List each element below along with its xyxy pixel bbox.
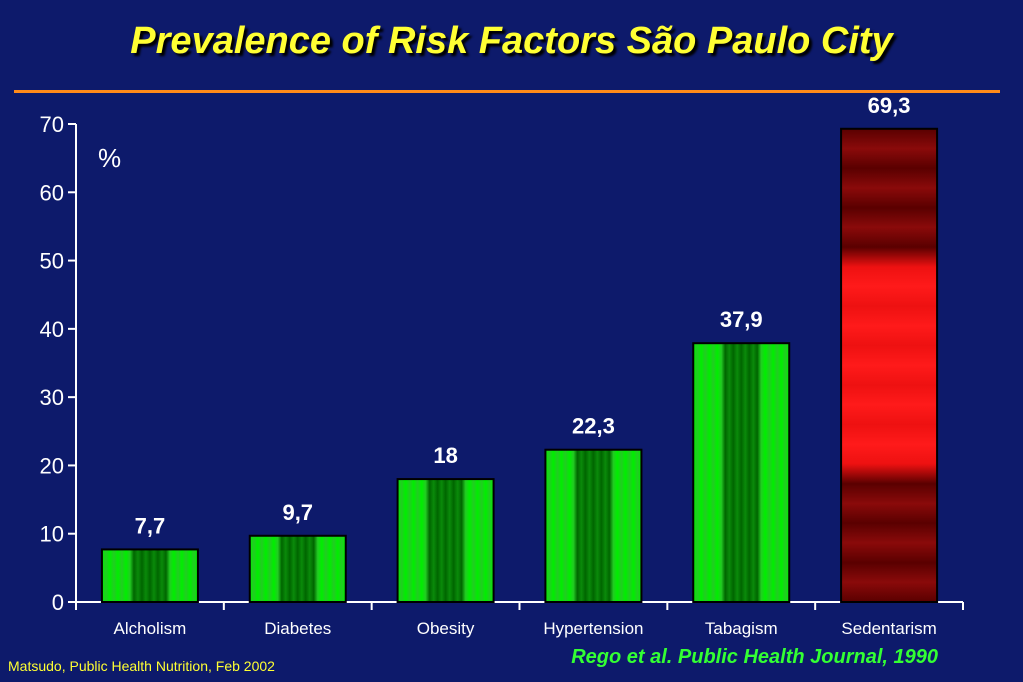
y-tick-label: 20 <box>40 453 64 478</box>
category-label-tabagism: Tabagism <box>705 619 778 638</box>
footer-source-right: Rego et al. Public Health Journal, 1990 <box>571 646 938 668</box>
footer-source-left: Matsudo, Public Health Nutrition, Feb 20… <box>8 658 275 674</box>
chart-bars <box>100 127 939 604</box>
bar-sedentarism <box>840 127 939 603</box>
category-label-diabetes: Diabetes <box>264 619 331 638</box>
category-label-sedentarism: Sedentarism <box>841 619 936 638</box>
value-label-obesity: 18 <box>433 443 457 468</box>
y-tick-label: 30 <box>40 385 64 410</box>
chart-axes <box>68 123 964 610</box>
bar-hypertension <box>544 448 643 604</box>
value-label-alcholism: 7,7 <box>135 513 166 538</box>
bar-diabetes <box>248 534 347 604</box>
slide-title: Prevalence of Risk Factors São Paulo Cit… <box>130 20 893 62</box>
value-label-sedentarism: 69,3 <box>868 93 911 118</box>
y-tick-label: 0 <box>52 590 64 615</box>
bar-obesity <box>396 478 495 604</box>
y-tick-label: 50 <box>40 249 64 274</box>
value-label-diabetes: 9,7 <box>282 500 313 525</box>
y-tick-label: 10 <box>40 522 64 547</box>
bar-tabagism <box>692 342 791 603</box>
y-tick-label: 40 <box>40 317 64 342</box>
category-label-obesity: Obesity <box>417 619 475 638</box>
category-label-alcholism: Alcholism <box>114 619 187 638</box>
title-divider <box>14 90 1000 93</box>
y-tick-label: 60 <box>40 180 64 205</box>
y-axis-label: % <box>98 143 121 173</box>
bar-alcholism <box>100 548 199 603</box>
y-tick-label: 70 <box>40 112 64 137</box>
chart-labels: 0 10 20 30 40 50 60 70 7,7 Alcholism 9,7 Diabetes 18… <box>40 93 937 638</box>
value-label-hypertension: 22,3 <box>572 414 615 439</box>
value-label-tabagism: 37,9 <box>720 307 763 332</box>
category-label-hypertension: Hypertension <box>543 619 643 638</box>
